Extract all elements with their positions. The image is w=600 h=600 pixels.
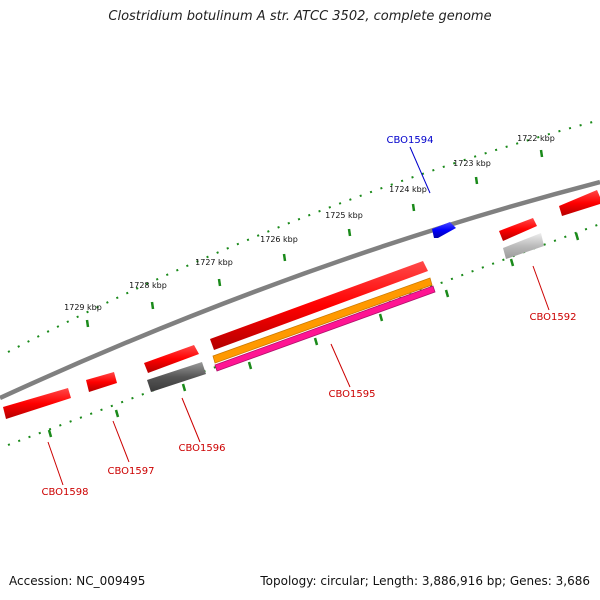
feature-cbo1596-gray[interactable] (147, 362, 206, 392)
lower-dotted-line (7, 223, 600, 446)
gene-right-edge-block[interactable] (559, 190, 600, 216)
ruler-label-1729: 1729 kbp (64, 303, 102, 312)
genome-backbone (0, 179, 600, 401)
ruler-label-1725: 1725 kbp (325, 211, 363, 220)
ruler-label-1724: 1724 kbp (389, 185, 427, 194)
lower-major-ticks (47, 232, 580, 438)
map-title: Clostridium botulinum A str. ATCC 3502, … (108, 9, 492, 24)
gene-label-cbo1598[interactable]: CBO1598 (42, 487, 89, 498)
leader-cbo1598 (47, 441, 64, 486)
gene-cbo1598-block[interactable] (3, 388, 71, 419)
gene-cbo1592-block[interactable] (499, 218, 537, 241)
gene-label-cbo1592[interactable]: CBO1592 (530, 312, 577, 323)
leader-cbo1594 (409, 146, 431, 194)
gene-label-cbo1597[interactable]: CBO1597 (108, 466, 155, 477)
gene-cbo1594-block[interactable] (432, 222, 456, 238)
gene-label-cbo1595[interactable]: CBO1595 (329, 389, 376, 400)
gene-cbo1597-block[interactable] (86, 372, 117, 392)
gene-cbo1595-block[interactable] (210, 261, 428, 350)
ruler-label-1728: 1728 kbp (129, 281, 167, 290)
leader-cbo1596 (181, 397, 201, 443)
ruler-label-1727: 1727 kbp (195, 258, 233, 267)
accession-text: Accession: NC_009495 (9, 574, 146, 588)
gene-label-cbo1596[interactable]: CBO1596 (179, 443, 226, 454)
leader-cbo1595 (330, 343, 351, 388)
ruler-label-1722: 1722 kbp (517, 134, 555, 143)
topology-text: Topology: circular; Length: 3,886,916 bp… (260, 574, 590, 588)
gene-label-cbo1594[interactable]: CBO1594 (387, 135, 434, 146)
feature-cbo1592-gray[interactable] (503, 233, 544, 259)
feature-cbo1595-orange[interactable] (212, 277, 433, 364)
gene-cbo1596-block[interactable] (144, 345, 199, 373)
leader-cbo1592 (532, 265, 550, 311)
feature-cbo1595-magenta[interactable] (214, 285, 436, 372)
leader-cbo1597 (112, 420, 130, 463)
ruler-major-ticks (85, 149, 544, 328)
ruler-label-1723: 1723 kbp (453, 159, 491, 168)
ruler-label-1726: 1726 kbp (260, 235, 298, 244)
